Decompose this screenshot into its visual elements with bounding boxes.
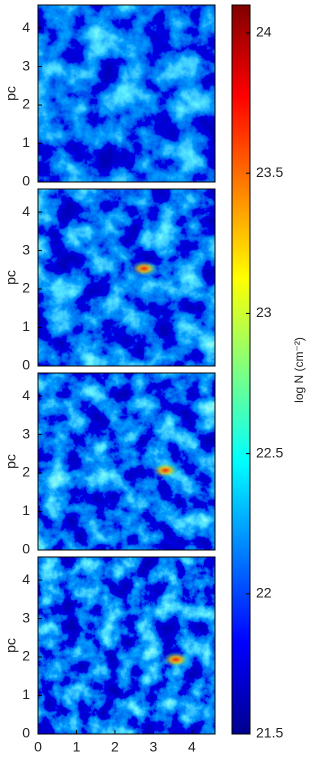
x-tick-label: 3 <box>150 739 158 755</box>
y-tick-label: 0 <box>22 541 30 557</box>
y-tick-label: 0 <box>22 725 30 741</box>
panel-frame <box>37 372 216 551</box>
colorbar-tick-label: 22 <box>256 585 272 601</box>
panel-frame <box>37 188 216 367</box>
y-axis-label: pc <box>3 454 19 469</box>
density-texture <box>38 5 215 182</box>
x-tick-label: 4 <box>188 739 196 755</box>
y-tick-label: 1 <box>22 686 30 702</box>
colorbar-tick-label: 24 <box>256 24 272 40</box>
y-axis-label: pc <box>3 86 19 101</box>
y-tick-label: 3 <box>22 425 30 441</box>
panel-frame <box>37 4 216 183</box>
y-tick-label: 3 <box>22 609 30 625</box>
y-tick-label: 2 <box>22 96 30 112</box>
colorbar-tick-label: 23.5 <box>256 164 283 180</box>
dense-core <box>162 651 191 668</box>
dense-core <box>130 260 159 277</box>
colorbar-tick-label: 22.5 <box>256 444 283 460</box>
y-axis-label: pc <box>3 638 19 653</box>
density-texture <box>38 373 215 550</box>
density-texture <box>38 557 215 734</box>
y-tick-label: 4 <box>22 203 30 219</box>
y-tick-label: 2 <box>22 280 30 296</box>
colorbar-label: log N (cm⁻²) <box>292 337 306 403</box>
dense-core <box>151 462 180 479</box>
y-tick-label: 2 <box>22 464 30 480</box>
y-tick-label: 2 <box>22 648 30 664</box>
y-tick-label: 1 <box>22 502 30 518</box>
panel-frame <box>37 556 216 735</box>
x-tick-label: 1 <box>73 739 81 755</box>
y-tick-label: 4 <box>22 387 30 403</box>
colorbar-tick-label: 21.5 <box>256 725 283 741</box>
y-tick-label: 1 <box>22 318 30 334</box>
x-tick-label: 2 <box>111 739 119 755</box>
density-texture <box>38 189 215 366</box>
y-tick-label: 4 <box>22 19 30 35</box>
x-tick-label: 0 <box>34 739 42 755</box>
colorbar-tick-label: 23 <box>256 304 272 320</box>
y-tick-label: 0 <box>22 357 30 373</box>
y-tick-label: 4 <box>22 571 30 587</box>
y-tick-label: 3 <box>22 57 30 73</box>
y-tick-label: 3 <box>22 241 30 257</box>
colorbar <box>231 4 251 735</box>
y-tick-label: 1 <box>22 134 30 150</box>
y-axis-label: pc <box>3 270 19 285</box>
y-tick-label: 0 <box>22 173 30 189</box>
